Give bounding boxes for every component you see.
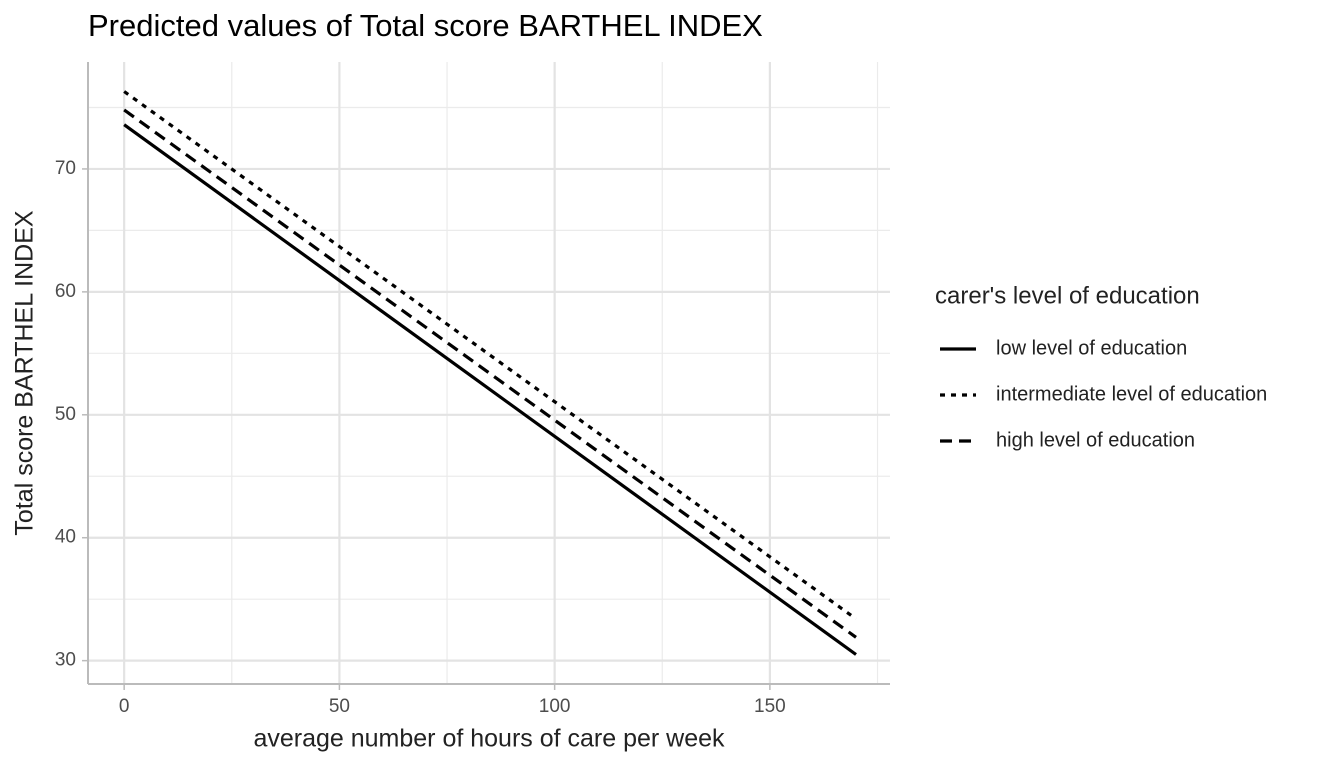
x-tick-label: 50 [329,696,350,717]
y-axis-title: Total score BARTHEL INDEX [11,210,39,535]
x-tick-label: 0 [119,696,130,717]
series-line [123,123,857,656]
legend-label: high level of education [996,429,1195,451]
y-tick-label: 50 [55,404,76,425]
x-tick-label: 150 [754,696,786,717]
y-tick-label: 30 [55,650,76,671]
legend-label: intermediate level of education [996,383,1267,405]
y-tick-label: 40 [55,527,76,548]
chart-title: Predicted values of Total score BARTHEL … [88,8,763,43]
y-tick-label: 70 [55,158,76,179]
series-line [123,90,857,621]
x-tick-label: 100 [539,696,571,717]
legend-title: carer's level of education [935,282,1200,309]
series-line [123,108,857,639]
y-tick-label: 60 [55,281,76,302]
x-axis-title: average number of hours of care per week [253,725,725,753]
legend-label: low level of education [996,337,1187,359]
